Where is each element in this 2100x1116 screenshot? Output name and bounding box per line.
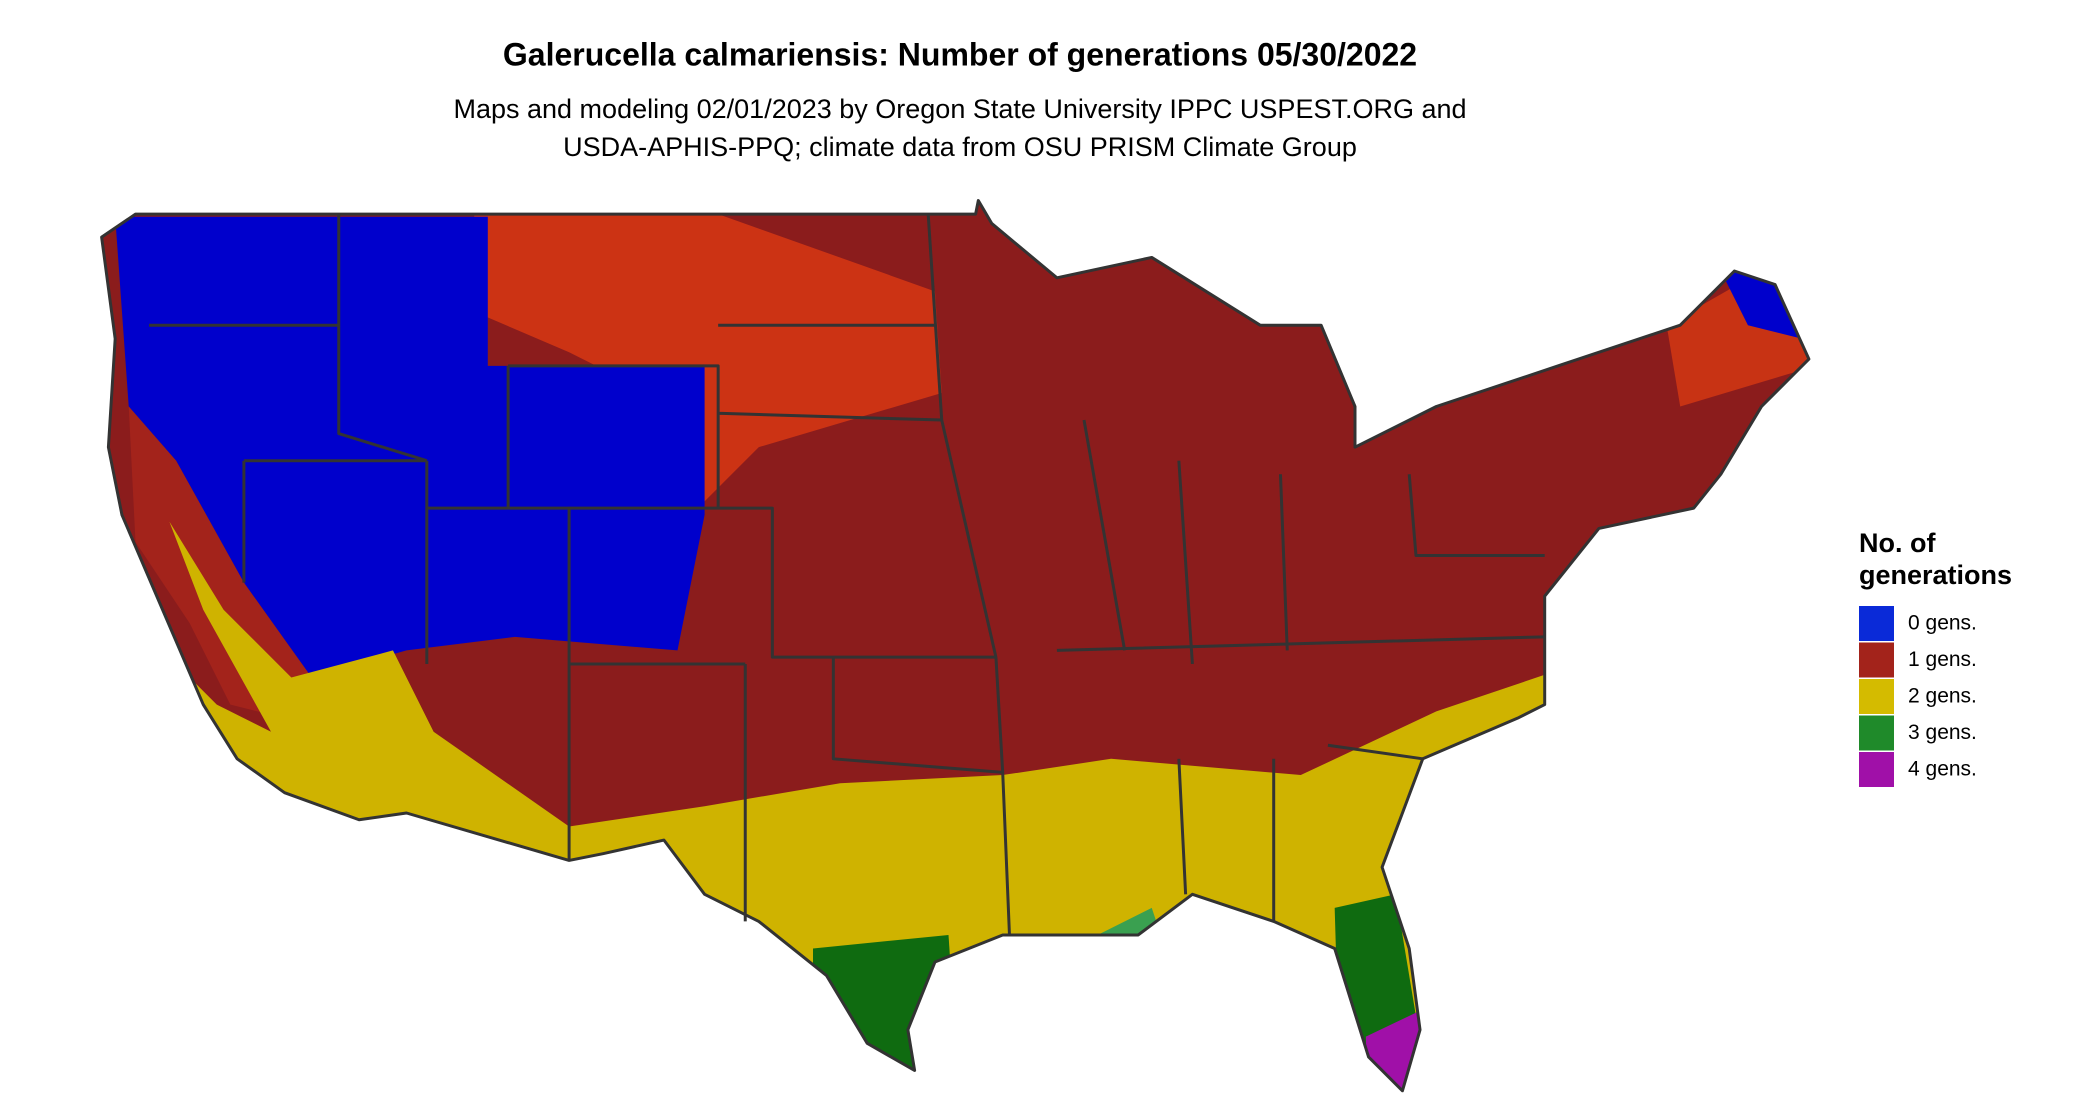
legend-swatch [1859,679,1894,714]
legend-title: generations [1859,560,2012,590]
legend-label: 4 gens. [1908,758,1977,781]
legend-swatch [1859,606,1894,641]
legend-title: No. of [1859,528,1936,558]
map-subtitle: Maps and modeling 02/01/2023 by Oregon S… [453,94,1466,124]
state-borders [149,213,1545,936]
region-3-gen [1334,894,1437,1091]
map-title: Galerucella calmariensis: Number of gene… [503,36,1417,72]
legend-swatch [1859,752,1894,787]
country-border [100,199,1811,1093]
legend: 0 gens. 1 gens. 2 gens. 3 gens. 4 gens. [1859,606,1977,787]
legend-swatch [1859,715,1894,751]
map [100,199,1811,1093]
region-coast [128,406,312,719]
region-3-gen [813,934,963,1091]
region-0-gen [115,216,705,678]
legend-label: 2 gens. [1908,685,1977,708]
map-subtitle: USDA-APHIS-PPQ; climate data from OSU PR… [563,132,1357,162]
legend-label: 1 gens. [1908,648,1977,671]
legend-label: 3 gens. [1908,721,1977,744]
legend-swatch [1859,642,1894,678]
legend-label: 0 gens. [1908,612,1977,635]
